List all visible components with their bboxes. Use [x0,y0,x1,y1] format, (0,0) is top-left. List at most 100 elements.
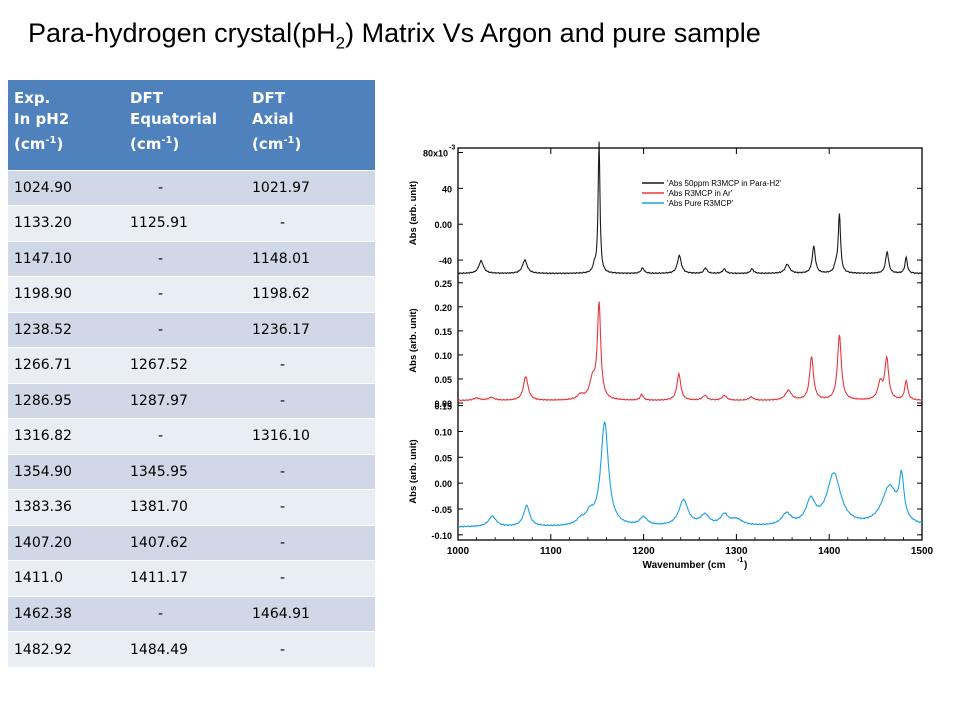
ir-spectra-chart: -40 0.00 40 80x10-3 Abs (arb. unit) 0.00 0.05 0… [408,141,934,571]
legend-entry: 'Abs 50ppm R3MCP in Para-H2' [667,179,782,188]
x-axis-label: Wavenumber (cm [643,560,726,571]
table-cell: 1411.17 [124,560,246,596]
x-axis-label-close: ) [744,560,747,571]
table-cell: 1482.92 [8,631,124,667]
y-tick-label: 0.05 [434,375,452,385]
table-cell: 1464.91 [246,595,375,632]
table-cell: 1238.52 [8,311,124,348]
header-dft-equatorial: DFT Equatorial (cm-1) [124,80,246,170]
table-cell: - [246,205,375,241]
y-tick-label: -0.10 [431,531,452,541]
y-tick-label: -0.05 [431,505,452,515]
table-row: 1133.20 1125.91- [8,205,375,241]
table-cell: 1345.95 [124,453,246,490]
x-tick-label: 1400 [818,546,841,557]
table-cell: 1267.52 [124,347,246,383]
table-cell: 1316.82 [8,418,124,454]
table-row: 1286.95 1287.97- [8,382,375,419]
table-row: 1198.90-1198.62 [8,276,375,312]
y-tick-label: 0.25 [434,279,452,289]
table-cell: - [246,382,375,419]
table-row: 1383.36 1381.70- [8,489,375,525]
page-title: Para-hydrogen crystal(pH2) Matrix Vs Arg… [28,18,761,53]
x-tick-label: 1000 [447,546,470,557]
table-cell: 1147.10 [8,240,124,277]
table-cell: - [246,347,375,383]
table-cell: 1484.49 [124,631,246,667]
table-cell: 1354.90 [8,453,124,490]
table-cell: 1198.90 [8,276,124,312]
y-tick-label: 0.00 [434,479,452,489]
table-row: 1316.82-1316.10 [8,418,375,454]
y-tick-label: 0.10 [434,427,452,437]
table-body: 1024.90-1021.97 1133.20 1125.91-1147.10-11… [8,169,375,667]
table-cell: 1133.20 [8,205,124,241]
x-tick-label: 1200 [632,546,655,557]
table-cell: - [246,524,375,561]
table-row: 1238.52-1236.17 [8,311,375,348]
table-cell: 1286.95 [8,382,124,419]
legend-entry: 'Abs R3MCP in Ar' [667,189,733,198]
table-cell: 1407.62 [124,524,246,561]
table-cell: 1021.97 [246,169,375,206]
table-cell: - [246,453,375,490]
table-cell: 1462.38 [8,595,124,632]
table-cell: 1198.62 [246,276,375,312]
table-header-row: Exp. In pH2 (cm-1) DFT Equatorial (cm-1) DFT… [8,80,375,170]
y-tick-label: 0.20 [434,303,452,313]
y-tick-label: 80x10 [423,148,448,158]
table-cell: - [124,418,246,454]
y-tick-label: 0.15 [434,402,452,412]
table-cell: 1266.71 [8,347,124,383]
y-axis-label: Abs (arb. unit) [408,181,419,245]
table-row: 1024.90-1021.97 [8,169,375,206]
table-row: 1462.38-1464.91 [8,595,375,632]
table-cell: 1316.10 [246,418,375,454]
y-axis-label: Abs (arb. unit) [408,439,419,503]
table-row: 1147.10-1148.01 [8,240,375,277]
y-tick-label: 0.05 [434,453,452,463]
x-axis-label-exponent: -1 [737,557,743,564]
table-cell: - [124,169,246,206]
spectrum-line-2 [457,301,923,402]
table-cell: 1383.36 [8,489,124,525]
table-cell: - [124,595,246,632]
y-tick-label: 0.10 [434,351,452,361]
table-row: 1411.0 1411.17- [8,560,375,596]
table-cell: 1411.0 [8,560,124,596]
spectrum-line-3 [457,420,922,528]
table-cell: - [246,489,375,525]
table-cell: - [246,560,375,596]
table-cell: 1024.90 [8,169,124,206]
table-cell: 1236.17 [246,311,375,348]
table-row: 1354.90 1345.95- [8,453,375,490]
y-tick-label: 0.00 [434,399,452,409]
table-cell: 1287.97 [124,382,246,419]
table-cell: 1407.20 [8,524,124,561]
table-cell: 1125.91 [124,205,246,241]
x-tick-label: 1500 [911,546,934,557]
table-cell: 1148.01 [246,240,375,277]
table-row: 1407.20 1407.62- [8,524,375,561]
table-cell: - [124,240,246,277]
y-tick-exponent: -3 [449,144,455,151]
table-cell: - [124,311,246,348]
spectrum-line-1 [457,141,923,275]
y-axis-label: Abs (arb. unit) [408,308,419,372]
table-row: 1266.71 1267.52- [8,347,375,383]
plot-frame [457,147,923,541]
table-row: 1482.92 1484.49- [8,631,375,667]
header-exp-ph2: Exp. In pH2 (cm-1) [8,80,124,170]
table-cell: - [124,276,246,312]
y-tick-label: 40 [442,184,452,194]
legend-entry: 'Abs Pure R3MCP' [667,199,734,208]
table-cell: 1381.70 [124,489,246,525]
x-tick-label: 1100 [540,546,562,557]
frequency-table: Exp. In pH2 (cm-1) DFT Equatorial (cm-1) DFT… [8,80,375,667]
y-tick-label: 0.15 [434,327,452,337]
y-tick-label: -40 [439,256,452,266]
table-cell: - [246,631,375,667]
header-dft-axial: DFT Axial (cm-1) [246,80,375,170]
x-tick-label: 1300 [725,546,748,557]
y-tick-label: 0.00 [434,220,452,230]
